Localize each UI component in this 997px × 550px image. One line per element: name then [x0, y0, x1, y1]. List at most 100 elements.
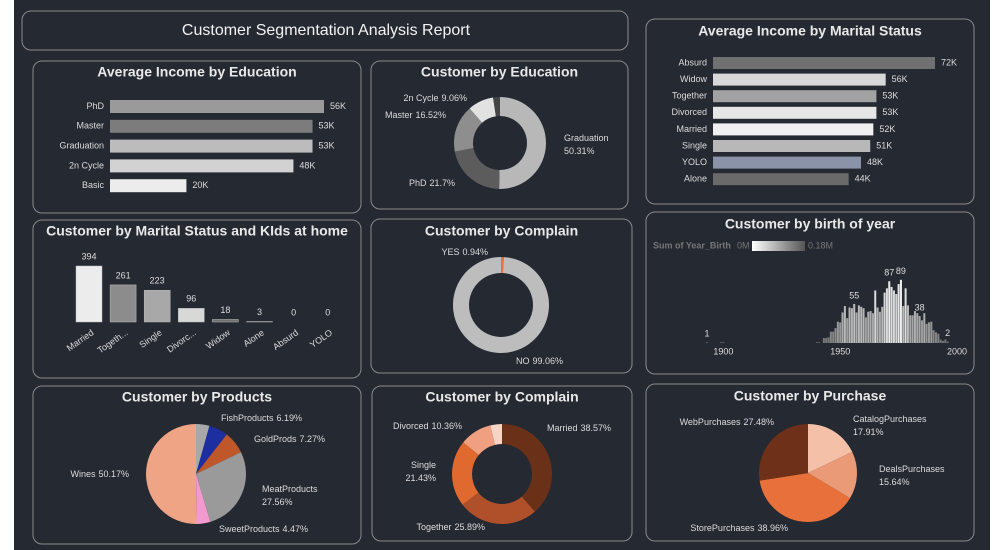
slice: [196, 434, 241, 474]
bar: [892, 290, 895, 343]
panel-title: Average Income by Education: [97, 64, 296, 80]
bar: [918, 316, 921, 343]
bar: [913, 311, 916, 343]
slice: [469, 97, 496, 123]
slice-name: StorePurchases: [690, 523, 755, 533]
bar: [906, 305, 909, 343]
slice: [196, 425, 227, 474]
slice-label: Wines 50.17%: [70, 469, 129, 479]
slice: [451, 442, 479, 505]
bar: [713, 156, 861, 169]
bar: [946, 341, 949, 343]
slice-label: 21.43%: [405, 473, 436, 483]
slice-label: MeatProducts: [262, 484, 318, 494]
slice: [493, 97, 500, 117]
bar: [923, 313, 926, 343]
bar: [876, 307, 879, 343]
slice: [196, 452, 247, 522]
bar: [212, 319, 239, 323]
value-label: 51K: [876, 140, 892, 150]
bar: [939, 339, 942, 343]
bar: [890, 286, 893, 343]
slice-percent: 25.89%: [454, 522, 485, 532]
slice-label: SweetProducts 4.47%: [219, 524, 308, 534]
bar: [864, 317, 867, 343]
slice-name: NO: [516, 356, 530, 366]
slice: [501, 257, 504, 274]
bar: [720, 342, 723, 343]
bar: [722, 342, 725, 343]
panel: [32, 60, 362, 214]
slice: [145, 424, 197, 524]
bar: [848, 307, 851, 343]
bar: [75, 265, 103, 323]
bar: [916, 313, 919, 343]
slice: [463, 425, 495, 456]
slice-label: Graduation: [564, 133, 609, 143]
bar: [932, 330, 935, 343]
slice-name: Master: [385, 110, 413, 120]
category-label: Together: [672, 91, 707, 101]
bar: [713, 106, 877, 119]
legend-min: 0M: [737, 240, 750, 250]
bar: [902, 306, 905, 343]
bar: [846, 318, 849, 343]
category-label: Widow: [680, 74, 708, 84]
slice: [462, 492, 535, 524]
bar: [713, 123, 874, 136]
bar: [899, 279, 902, 343]
bar: [862, 308, 865, 343]
panel: [645, 211, 975, 375]
title-box: [21, 10, 629, 51]
slice-label: 15.64%: [879, 477, 910, 487]
slice-name: SweetProducts: [219, 524, 280, 534]
bar: [822, 338, 825, 343]
bar: [110, 159, 294, 173]
slice-name: FishProducts: [221, 413, 274, 423]
bar: [143, 290, 171, 323]
panel-title: Customer by Purchase: [734, 388, 887, 404]
category-label: Master: [76, 121, 104, 131]
slice-label: PhD 21.7%: [409, 178, 455, 188]
category-label: PhD: [86, 101, 104, 111]
slice-name: DealsPurchases: [879, 464, 945, 474]
bar: [941, 340, 944, 343]
value-label: 89: [896, 266, 906, 276]
bar: [818, 342, 821, 343]
value-label: 52K: [879, 124, 895, 134]
value-label: 261: [116, 270, 131, 280]
value-label: 56K: [892, 74, 908, 84]
bar: [904, 288, 907, 343]
value-label: 2: [945, 328, 950, 338]
panel: [370, 218, 633, 374]
bar: [869, 311, 872, 343]
legend-max: 0.18M: [808, 240, 833, 250]
bar: [860, 306, 863, 343]
slice: [499, 97, 546, 190]
bar: [178, 308, 205, 323]
bar: [836, 321, 839, 343]
category-label: Basic: [82, 180, 105, 190]
bar: [839, 322, 842, 343]
bar: [927, 322, 930, 343]
bar: [883, 292, 886, 343]
slice: [490, 424, 502, 445]
slice: [196, 424, 210, 474]
bar: [867, 311, 870, 343]
x-tick-label: 1950: [830, 346, 850, 356]
slice-label: NO 99.06%: [516, 356, 563, 366]
bar: [853, 303, 856, 343]
slice: [196, 474, 211, 524]
bar: [909, 315, 912, 343]
slice-percent: 27.56%: [262, 497, 293, 507]
value-label: 55: [849, 290, 859, 300]
value-label: 56K: [330, 101, 346, 111]
slice-percent: 38.96%: [757, 523, 788, 533]
bar: [937, 333, 940, 343]
slice-name: Married: [547, 423, 578, 433]
value-label: 53K: [882, 107, 898, 117]
value-label: 72K: [941, 57, 957, 67]
bar: [713, 173, 849, 186]
bar: [888, 281, 891, 343]
